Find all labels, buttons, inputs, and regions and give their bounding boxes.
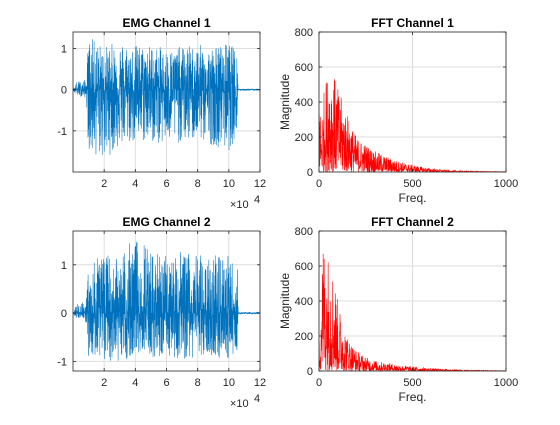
- emg2-axes: 2 4 6 8 10 12 -1 0 1 EMG Channel 2 ×10 4: [57, 215, 266, 410]
- emg2-xtick-label: 6: [163, 377, 169, 389]
- emg1-x-exponent: ×10: [230, 199, 249, 211]
- emg2-xtick-label: 4: [132, 377, 138, 389]
- fft2-xtick-label: 0: [316, 377, 322, 389]
- emg2-xtick-label: 12: [254, 377, 266, 389]
- fft2-axes: 0 500 1000 0 200 400 600 800 FFT Channel 2 Freq. M…: [278, 215, 518, 404]
- fft2-ytick-label: 400: [295, 296, 313, 308]
- fft1-xlabel: Freq.: [398, 191, 426, 205]
- emg1-xtick-label: 4: [132, 178, 138, 190]
- emg2-ytick-label: 1: [61, 260, 67, 272]
- emg2-ytick-label: 0: [61, 308, 67, 320]
- fft2-ylabel: Magnitude: [278, 273, 292, 329]
- emg1-ytick-label: 1: [61, 43, 67, 55]
- emg1-ytick-label: 0: [61, 85, 67, 97]
- fft2-xlabel: Freq.: [398, 390, 426, 404]
- emg2-title: EMG Channel 2: [122, 215, 210, 229]
- emg2-xtick-label: 8: [195, 377, 201, 389]
- emg2-data: [73, 241, 260, 361]
- emg1-xtick-label: 6: [163, 178, 169, 190]
- emg1-xtick-label: 8: [195, 178, 201, 190]
- emg2-xtick-label: 2: [101, 377, 107, 389]
- emg2-ytick-label: -1: [57, 356, 67, 368]
- emg2-xtick-label: 10: [223, 377, 235, 389]
- emg1-data: [73, 39, 260, 155]
- emg2-x-exponent: ×10: [230, 398, 249, 410]
- emg1-xtick-label: 2: [101, 178, 107, 190]
- emg1-axes: 2 4 6 8 10 12 -1 0 1 EMG Channel 1 ×10 4: [57, 16, 266, 211]
- fft1-ylabel: Magnitude: [278, 74, 292, 130]
- emg1-xtick-label: 12: [254, 178, 266, 190]
- fft2-ytick-label: 0: [307, 366, 313, 378]
- emg1-xtick-label: 10: [223, 178, 235, 190]
- fft2-ytick-label: 600: [295, 261, 313, 273]
- fft1-axes: 0 500 1000 0 200 400 600 800 FFT Channel 1 Freq. M…: [278, 16, 518, 205]
- fft1-ytick-label: 0: [307, 167, 313, 179]
- fft2-xtick-label: 500: [403, 377, 421, 389]
- fft2-ytick-label: 800: [295, 226, 313, 238]
- fft1-ytick-label: 600: [295, 62, 313, 74]
- fft1-ytick-label: 800: [295, 27, 313, 39]
- emg1-x-exponent-power: 4: [254, 194, 260, 206]
- emg2-signal-line: [73, 241, 260, 361]
- fft1-xtick-label: 0: [316, 178, 322, 190]
- fft2-title: FFT Channel 2: [371, 215, 454, 229]
- emg2-x-exponent-power: 4: [254, 393, 260, 405]
- fft1-ytick-label: 400: [295, 97, 313, 109]
- fft1-ytick-label: 200: [295, 132, 313, 144]
- emg1-signal-line: [73, 39, 260, 155]
- fft1-xtick-label: 500: [403, 178, 421, 190]
- emg1-title: EMG Channel 1: [122, 16, 210, 30]
- fft1-xtick-label: 1000: [494, 178, 518, 190]
- emg1-ytick-label: -1: [57, 126, 67, 138]
- fft1-title: FFT Channel 1: [371, 16, 454, 30]
- fft2-ytick-label: 200: [295, 331, 313, 343]
- fft2-xtick-label: 1000: [494, 377, 518, 389]
